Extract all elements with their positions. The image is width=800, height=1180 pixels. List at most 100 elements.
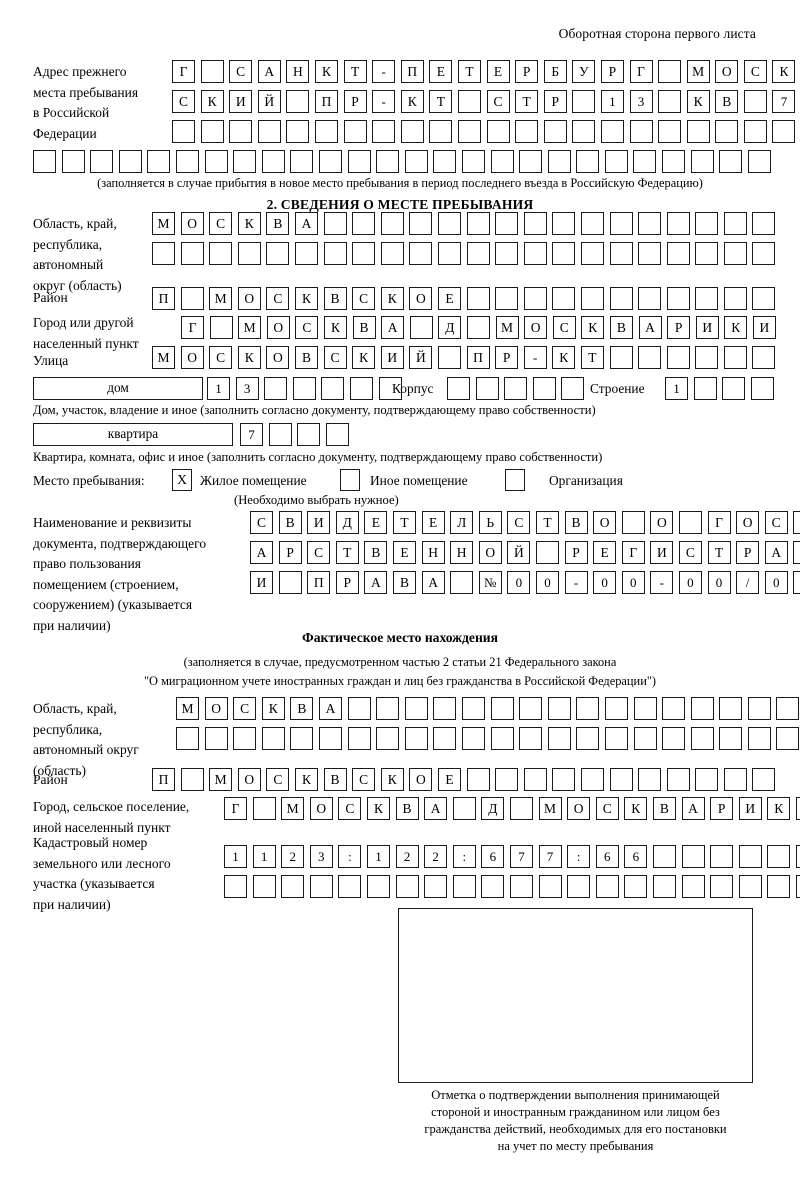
char-cell[interactable]: 1 [224, 845, 247, 868]
char-cell[interactable]: Р [278, 541, 302, 564]
char-cell[interactable]: А [257, 60, 281, 83]
char-cell[interactable] [233, 150, 257, 173]
char-cell[interactable] [404, 697, 428, 720]
char-cell[interactable] [576, 697, 600, 720]
char-cell[interactable]: Е [364, 511, 388, 534]
char-cell[interactable] [252, 797, 276, 820]
char-cell[interactable] [600, 120, 624, 143]
char-cell[interactable] [437, 212, 461, 235]
char-cell[interactable]: Т [392, 511, 416, 534]
char-cell[interactable] [286, 120, 310, 143]
char-cell[interactable]: 3 [235, 377, 259, 400]
char-cell[interactable]: И [250, 571, 273, 594]
char-cell[interactable]: М [538, 797, 562, 820]
char-cell[interactable] [666, 242, 690, 265]
char-cell[interactable] [376, 697, 400, 720]
char-cell[interactable] [681, 875, 705, 898]
char-cell[interactable] [395, 875, 419, 898]
char-cell[interactable] [400, 120, 424, 143]
char-cell[interactable]: 7 [509, 845, 533, 868]
char-cell[interactable]: А [681, 797, 705, 820]
char-cell[interactable] [633, 150, 657, 173]
char-cell[interactable]: № [478, 571, 502, 594]
char-cell[interactable]: О [266, 316, 290, 339]
char-cell[interactable] [695, 346, 719, 369]
char-cell[interactable] [795, 845, 800, 868]
char-cell[interactable]: М [686, 60, 710, 83]
char-cell[interactable] [552, 242, 576, 265]
char-cell[interactable]: : [567, 845, 591, 868]
char-cell[interactable] [666, 346, 690, 369]
char-cell[interactable]: Р [515, 60, 539, 83]
char-cell[interactable]: 1 [252, 845, 276, 868]
char-cell[interactable] [752, 768, 776, 791]
char-cell[interactable]: В [266, 212, 290, 235]
char-cell[interactable] [747, 150, 771, 173]
char-cell[interactable] [257, 120, 281, 143]
char-cell[interactable]: 1 [665, 377, 688, 400]
char-cell[interactable] [176, 727, 199, 750]
char-cell[interactable]: 0 [707, 571, 731, 594]
char-cell[interactable]: С [352, 768, 376, 791]
char-cell[interactable]: К [352, 346, 376, 369]
char-cell[interactable] [658, 60, 682, 83]
char-cell[interactable] [461, 150, 485, 173]
char-cell[interactable]: Р [736, 541, 760, 564]
char-cell[interactable] [118, 150, 142, 173]
char-cell[interactable] [466, 768, 490, 791]
char-cell[interactable]: О [650, 511, 674, 534]
char-cell[interactable]: Т [535, 511, 559, 534]
char-cell[interactable]: Р [343, 90, 367, 113]
char-cell[interactable]: О [309, 797, 333, 820]
char-cell[interactable] [662, 150, 686, 173]
char-cell[interactable] [180, 287, 204, 310]
char-cell[interactable] [61, 150, 85, 173]
char-cell[interactable]: С [743, 60, 767, 83]
char-cell[interactable]: А [364, 571, 388, 594]
char-cell[interactable]: В [323, 287, 347, 310]
char-cell[interactable] [429, 120, 453, 143]
char-cell[interactable] [180, 242, 204, 265]
char-cell[interactable] [719, 727, 743, 750]
char-cell[interactable] [532, 377, 556, 400]
char-cell[interactable]: Н [286, 60, 310, 83]
char-cell[interactable] [347, 697, 371, 720]
char-cell[interactable]: В [609, 316, 633, 339]
char-cell[interactable] [693, 377, 717, 400]
char-cell[interactable]: В [290, 697, 314, 720]
stroenie-cells[interactable]: 1 [665, 377, 779, 400]
char-cell[interactable] [504, 377, 528, 400]
char-cell[interactable]: У [793, 511, 800, 534]
char-cell[interactable]: Ц [793, 541, 800, 564]
char-cell[interactable] [90, 150, 114, 173]
char-cell[interactable] [662, 697, 686, 720]
char-cell[interactable] [686, 120, 710, 143]
char-cell[interactable] [409, 316, 433, 339]
char-cell[interactable]: : [452, 845, 476, 868]
char-cell[interactable] [349, 377, 373, 400]
char-cell[interactable]: Р [710, 797, 734, 820]
cadastral-row-2[interactable] [224, 875, 800, 898]
char-cell[interactable]: 2 [395, 845, 419, 868]
char-cell[interactable]: П [152, 287, 175, 310]
stamp-area-box[interactable] [398, 908, 753, 1083]
char-cell[interactable]: С [323, 346, 347, 369]
char-cell[interactable]: Т [343, 60, 367, 83]
char-cell[interactable] [638, 768, 662, 791]
char-cell[interactable] [33, 150, 56, 173]
char-cell[interactable]: У [572, 60, 596, 83]
char-cell[interactable] [580, 212, 604, 235]
prev-address-row-4[interactable] [33, 150, 776, 173]
char-cell[interactable]: И [738, 797, 762, 820]
char-cell[interactable]: К [380, 287, 404, 310]
char-cell[interactable] [378, 377, 402, 400]
char-cell[interactable]: И [650, 541, 674, 564]
char-cell[interactable]: Д [481, 797, 505, 820]
char-cell[interactable]: В [715, 90, 739, 113]
char-cell[interactable]: М [176, 697, 199, 720]
char-cell[interactable] [376, 150, 400, 173]
char-cell[interactable]: Т [457, 60, 481, 83]
char-cell[interactable] [481, 875, 505, 898]
